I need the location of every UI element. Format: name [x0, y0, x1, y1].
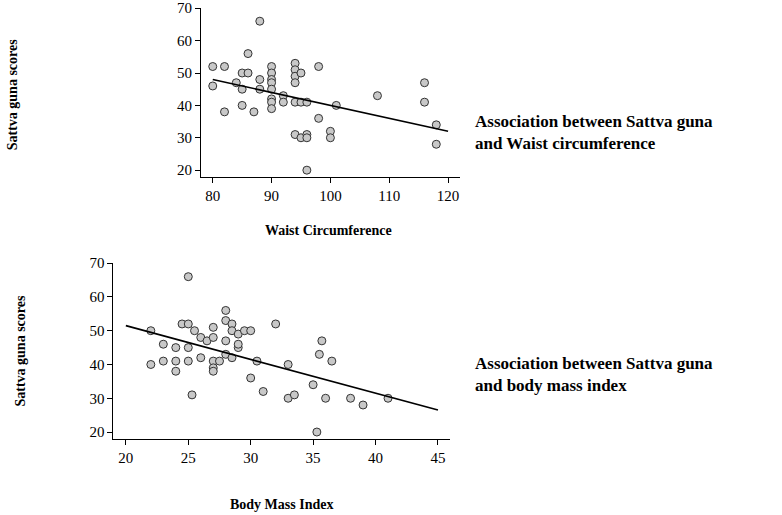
svg-text:20: 20: [118, 450, 133, 466]
svg-text:110: 110: [378, 188, 400, 204]
svg-text:Association between Sattva gun: Association between Sattva gunaand body …: [475, 354, 713, 395]
svg-text:40: 40: [368, 450, 383, 466]
svg-text:Body Mass Index: Body Mass Index: [230, 497, 333, 512]
svg-text:20: 20: [89, 424, 104, 440]
svg-text:70: 70: [177, 0, 192, 16]
svg-text:60: 60: [177, 33, 192, 49]
svg-text:Sattva guna scores: Sattva guna scores: [5, 39, 20, 151]
svg-text:30: 30: [177, 130, 192, 146]
svg-text:45: 45: [430, 450, 445, 466]
svg-text:50: 50: [177, 65, 192, 81]
svg-text:Association between Sattva gun: Association between Sattva gunaand Waist…: [475, 112, 713, 153]
svg-text:100: 100: [319, 188, 342, 204]
svg-text:120: 120: [437, 188, 460, 204]
svg-text:60: 60: [89, 289, 104, 305]
svg-text:40: 40: [89, 357, 104, 373]
svg-text:40: 40: [177, 98, 192, 114]
svg-text:80: 80: [205, 188, 220, 204]
svg-text:70: 70: [89, 255, 104, 271]
svg-text:35: 35: [306, 450, 321, 466]
svg-text:90: 90: [264, 188, 279, 204]
svg-text:Waist Circumference: Waist Circumference: [265, 223, 392, 238]
svg-text:30: 30: [243, 450, 258, 466]
svg-text:30: 30: [89, 391, 104, 407]
svg-text:25: 25: [181, 450, 196, 466]
svg-text:50: 50: [89, 323, 104, 339]
svg-text:20: 20: [177, 162, 192, 178]
svg-text:Sattva guna scores: Sattva guna scores: [13, 295, 28, 407]
